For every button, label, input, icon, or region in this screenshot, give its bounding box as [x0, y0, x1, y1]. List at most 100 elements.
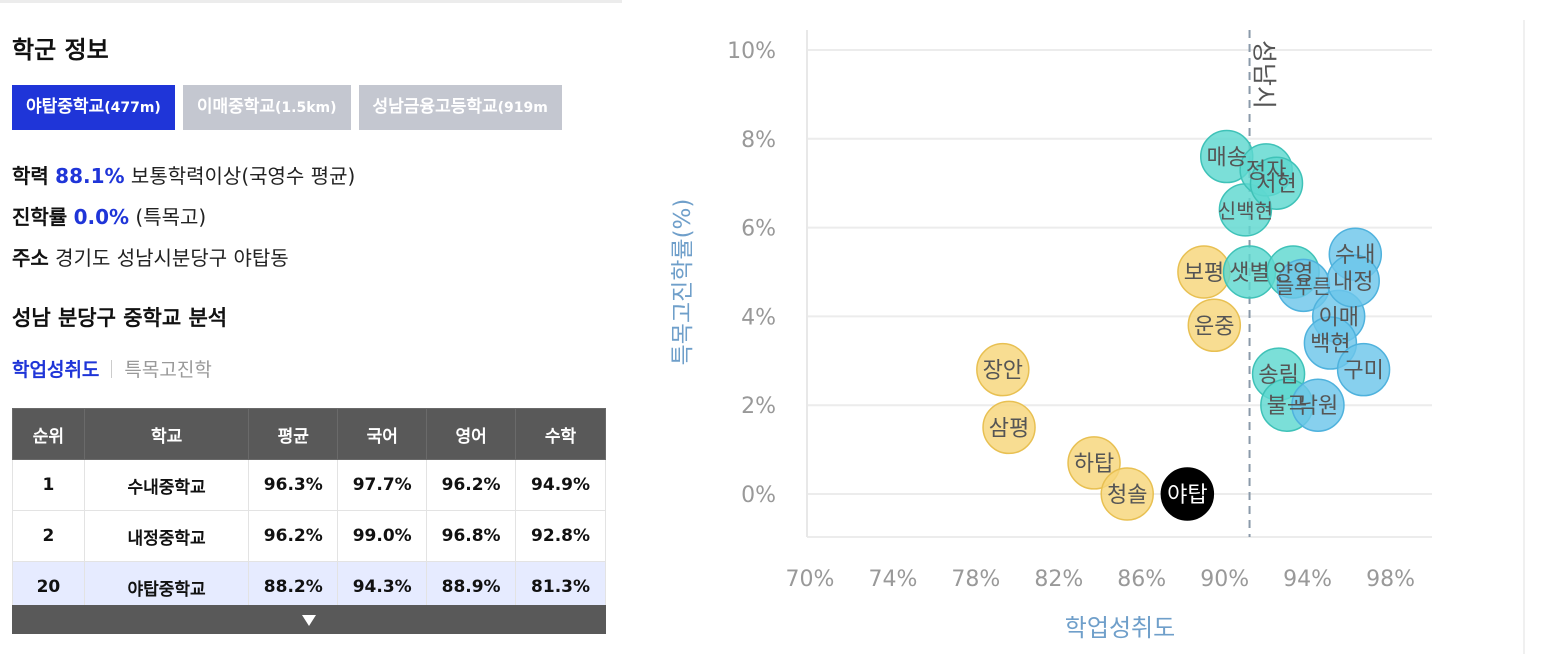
- scatter-point[interactable]: [1067, 436, 1121, 490]
- scatter-point[interactable]: [976, 342, 1030, 397]
- y-tick-label: 10%: [727, 39, 776, 64]
- subtab-separator: [111, 360, 113, 378]
- point-label: 정자: [1246, 159, 1286, 184]
- point-label: 낙원: [1298, 394, 1338, 419]
- tab-name: 성남금융고등학교: [372, 97, 498, 117]
- cell-math: 92.8%: [515, 510, 606, 562]
- scatter-point[interactable]: [982, 400, 1036, 455]
- subtab-achievement[interactable]: 학업성취도: [12, 359, 100, 381]
- tab-seongnam-finance-high[interactable]: 성남금융고등학교(919m: [358, 85, 562, 130]
- scatter-point[interactable]: [1100, 467, 1154, 521]
- point-label: 송림: [1258, 363, 1298, 388]
- scatter-point[interactable]: [1187, 298, 1242, 353]
- expand-table-button[interactable]: [12, 605, 606, 634]
- progress-label: 진학률: [12, 205, 68, 229]
- table-row: 1 수내중학교 96.3% 97.7% 96.2% 94.9%: [12, 459, 606, 511]
- scatter-point[interactable]: [1291, 378, 1345, 432]
- point-label: 양영: [1273, 261, 1313, 286]
- point-label: 삼평: [989, 416, 1029, 441]
- y-axis-label: 특목고진학률(%): [670, 199, 696, 366]
- table-header-row: 순위 학교 평균 국어 영어 수학: [12, 408, 606, 460]
- tab-name: 이매중학교: [196, 97, 276, 117]
- analysis-subtabs: 학업성취도 특목고진학: [12, 355, 212, 382]
- ranking-table: 순위 학교 평균 국어 영어 수학 1 수내중학교 96.3% 97.7% 96…: [12, 408, 606, 613]
- point-label: 늘푸른: [1276, 274, 1331, 298]
- point-label: 하탑: [1074, 452, 1114, 477]
- cell-school: 내정중학교: [83, 510, 250, 562]
- point-label: 청솔: [1107, 483, 1147, 508]
- address-value: 경기도 성남시분당구 야탑동: [55, 246, 289, 270]
- tab-imae-middle[interactable]: 이매중학교(1.5km): [182, 85, 351, 130]
- x-tick-label: 94%: [1283, 567, 1332, 592]
- header-math: 수학: [515, 408, 606, 460]
- point-label: 수내: [1335, 243, 1375, 268]
- progress-value: 0.0%: [73, 205, 130, 229]
- table-row-current-school: 20 야탑중학교 88.2% 94.3% 88.9% 81.3%: [12, 561, 606, 613]
- point-label: 이매: [1318, 305, 1358, 330]
- scatter-point[interactable]: [1336, 342, 1391, 397]
- x-tick-label: 70%: [786, 567, 835, 592]
- point-label: 운중: [1194, 314, 1234, 339]
- point-label: 매송: [1206, 146, 1246, 171]
- table-row: 2 내정중학교 96.2% 99.0% 96.8% 92.8%: [12, 510, 606, 562]
- scatter-point[interactable]: [1249, 156, 1304, 210]
- cell-rank: 1: [12, 459, 85, 511]
- cell-average: 96.2%: [248, 510, 339, 562]
- header-english: 영어: [426, 408, 517, 460]
- tab-distance: (477m): [104, 100, 161, 116]
- triangle-down-icon: [302, 615, 316, 626]
- point-label: 내정: [1333, 270, 1373, 295]
- point-label: 서현: [1256, 172, 1296, 197]
- reference-line-label: 성남시: [1250, 40, 1279, 109]
- point-label: 신백현: [1218, 199, 1273, 223]
- cell-english: 96.8%: [426, 510, 517, 562]
- point-label: 장안: [983, 359, 1023, 384]
- cell-average: 96.3%: [248, 459, 339, 511]
- x-tick-label: 82%: [1034, 567, 1083, 592]
- cell-rank: 20: [12, 561, 85, 613]
- header-school: 학교: [83, 408, 250, 460]
- cell-korean: 99.0%: [337, 510, 428, 562]
- point-label: 샛별: [1229, 261, 1269, 286]
- achievement-value: 88.1%: [55, 164, 125, 188]
- header-rank: 순위: [12, 408, 85, 460]
- point-label: 백현: [1310, 332, 1350, 357]
- cell-rank: 2: [12, 510, 85, 562]
- x-tick-label: 78%: [951, 567, 1000, 592]
- achievement-desc: 보통학력이상(국영수 평균): [130, 164, 356, 188]
- y-tick-label: 4%: [741, 305, 776, 330]
- subtab-special-high[interactable]: 특목고진학: [124, 359, 212, 381]
- header-average: 평균: [248, 408, 339, 460]
- x-tick-label: 90%: [1200, 567, 1249, 592]
- cell-school: 수내중학교: [83, 459, 250, 511]
- address-row: 주소 경기도 성남시분당구 야탑동: [12, 242, 289, 271]
- tab-yatap-middle[interactable]: 야탑중학교(477m): [12, 85, 175, 130]
- analysis-title: 성남 분당구 중학교 분석: [12, 306, 228, 330]
- x-tick-label: 98%: [1366, 567, 1415, 592]
- scatter-point[interactable]: [1160, 467, 1215, 521]
- cell-english: 88.9%: [426, 561, 517, 613]
- y-tick-label: 6%: [741, 217, 776, 242]
- x-axis-label: 학업성취도: [1065, 614, 1175, 642]
- y-tick-label: 8%: [741, 128, 776, 153]
- cell-math: 81.3%: [515, 561, 606, 613]
- right-divider: [1523, 20, 1525, 654]
- achievement-label: 학력: [12, 164, 49, 188]
- address-label: 주소: [12, 246, 49, 270]
- point-label: 야탑: [1167, 483, 1207, 508]
- progress-row: 진학률 0.0% (특목고): [12, 201, 206, 230]
- header-korean: 국어: [337, 408, 428, 460]
- point-label: 보평: [1184, 261, 1224, 286]
- tab-distance: (919m: [497, 100, 548, 116]
- section-title: 학군 정보: [12, 36, 109, 64]
- x-tick-label: 86%: [1117, 567, 1166, 592]
- progress-desc: (특목고): [135, 205, 207, 229]
- top-divider: [0, 0, 622, 3]
- scatter-point[interactable]: [1326, 254, 1380, 308]
- point-label: 불곡: [1267, 394, 1307, 419]
- y-tick-label: 0%: [741, 483, 776, 508]
- cell-school: 야탑중학교: [83, 561, 250, 613]
- point-label: 구미: [1343, 359, 1383, 384]
- x-tick-label: 74%: [868, 567, 917, 592]
